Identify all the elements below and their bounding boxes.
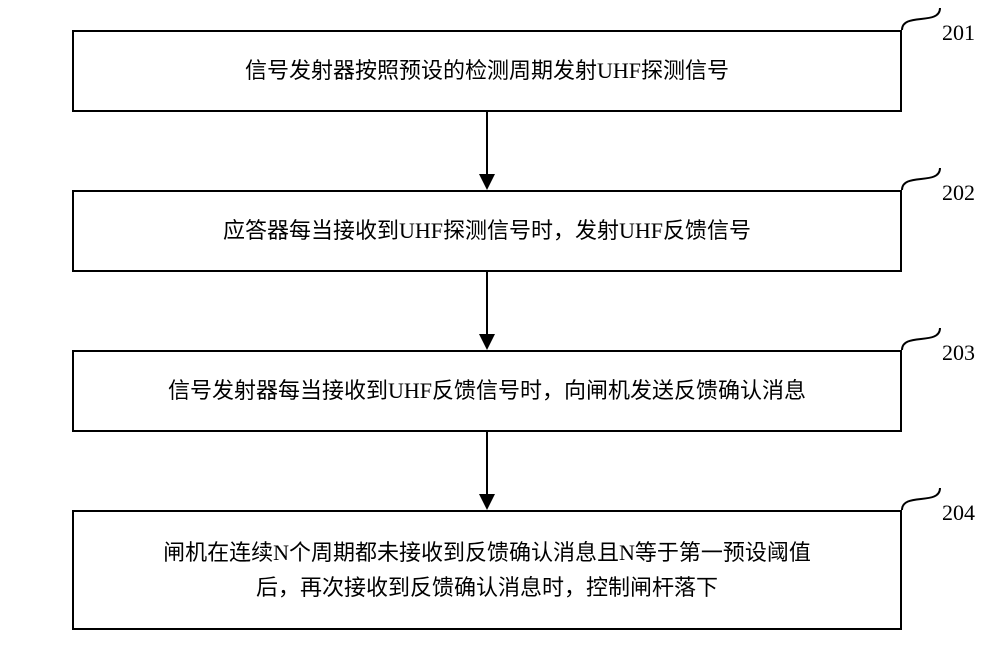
arrow-head-icon bbox=[479, 494, 495, 510]
flow-arrow bbox=[0, 0, 1000, 666]
flowchart-canvas: 信号发射器按照预设的检测周期发射UHF探测信号应答器每当接收到UHF探测信号时，… bbox=[0, 0, 1000, 666]
arrow-shaft bbox=[486, 432, 488, 496]
